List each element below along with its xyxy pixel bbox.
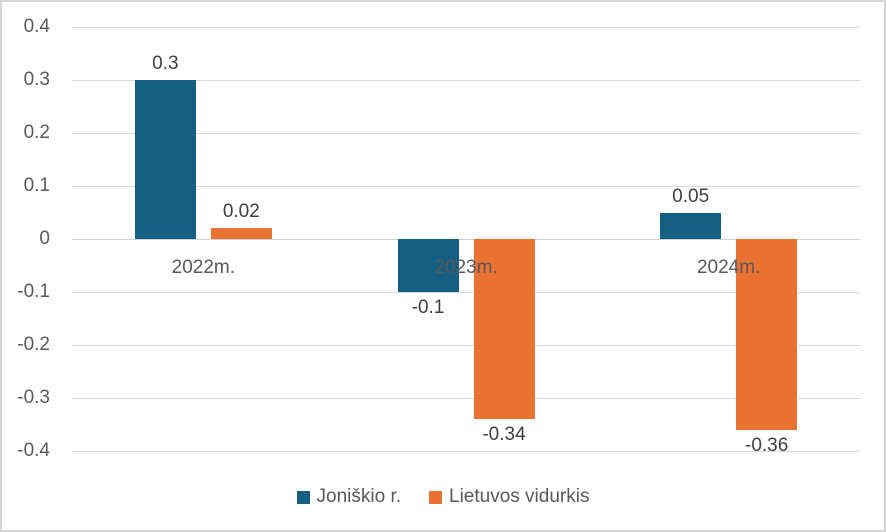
y-tick-label: 0.1 — [23, 175, 50, 196]
gridline — [72, 450, 860, 452]
gridline — [72, 132, 860, 134]
y-tick-label: -0.4 — [17, 440, 50, 461]
y-tick-label: 0 — [39, 228, 50, 249]
x-axis-label-2023m: 2023m. — [434, 257, 498, 278]
data-label-joni-kio-r-2023m: -0.1 — [411, 297, 445, 318]
bar-joni-kio-r-2022m — [134, 80, 196, 239]
gridline — [72, 291, 860, 293]
x-axis-label-2022m: 2022m. — [171, 257, 236, 278]
bar-lietuvos-vidurkis-2024m — [736, 239, 798, 430]
legend-label-lietuvos-vidurkis: Lietuvos vidurkis — [449, 486, 590, 507]
legend-item-joniskio-r: Joniškio r. — [296, 486, 402, 508]
data-label-lietuvos-vidurkis-2022m: 0.02 — [222, 201, 260, 223]
bar-lietuvos-vidurkis-2022m — [210, 228, 272, 239]
legend: Joniškio r. Lietuvos vidurkis — [2, 484, 884, 510]
bar-joni-kio-r-2024m — [660, 212, 722, 239]
y-tick-label: 0.4 — [23, 16, 50, 37]
data-label-joni-kio-r-2024m: 0.05 — [672, 185, 710, 207]
bar-joni-kio-r-2023m — [397, 239, 459, 292]
legend-item-lietuvos-vidurkis: Lietuvos vidurkis — [429, 486, 589, 508]
legend-swatch-joniskio-r — [296, 490, 310, 504]
data-label-joni-kio-r-2022m: 0.3 — [152, 53, 179, 74]
y-tick-label: -0.3 — [17, 387, 50, 408]
gridline — [72, 79, 860, 81]
bar-lietuvos-vidurkis-2023m — [473, 239, 535, 420]
y-tick-label: -0.1 — [17, 281, 50, 302]
x-axis-line — [72, 238, 860, 240]
x-axis-label-2024m: 2024m. — [696, 257, 761, 278]
legend-swatch-lietuvos-vidurkis — [429, 490, 443, 504]
gridline — [72, 185, 860, 187]
y-tick-label: 0.3 — [23, 69, 50, 90]
gridline — [72, 397, 860, 399]
y-tick-label: -0.2 — [17, 334, 50, 355]
data-label-lietuvos-vidurkis-2024m: -0.36 — [745, 434, 789, 456]
y-tick-label: 0.2 — [23, 122, 50, 143]
data-label-lietuvos-vidurkis-2023m: -0.34 — [482, 424, 526, 446]
legend-label-joniskio-r: Joniškio r. — [316, 486, 402, 507]
gridline — [72, 26, 860, 28]
gridline — [72, 344, 860, 346]
